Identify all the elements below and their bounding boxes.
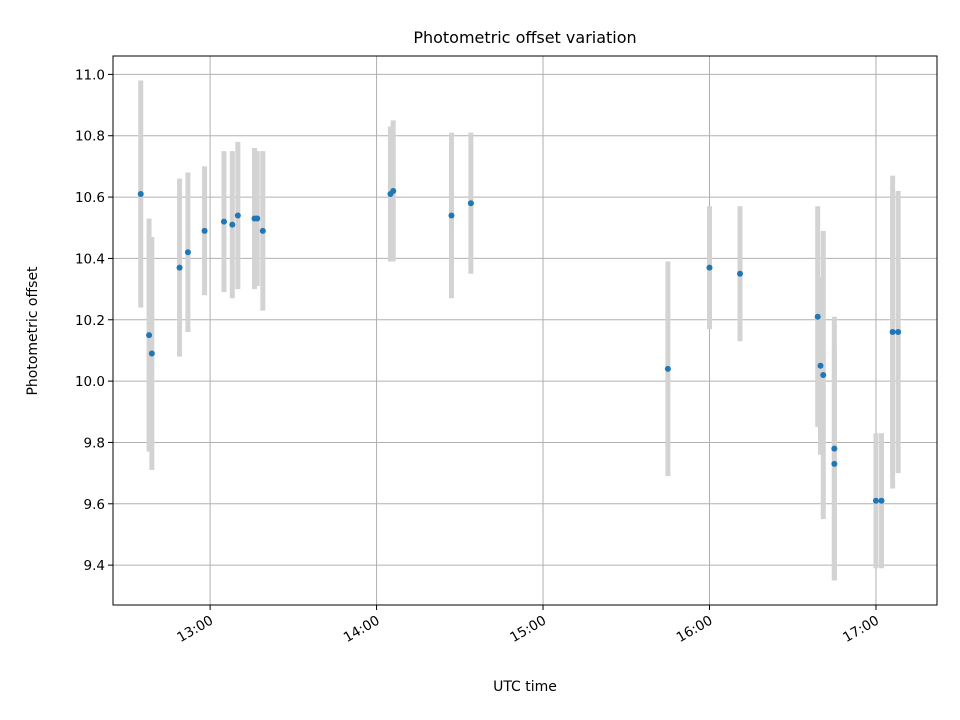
data-point [148, 350, 155, 357]
data-point [814, 313, 821, 320]
data-point [137, 191, 144, 198]
data-point [448, 212, 455, 219]
data-point [259, 227, 266, 234]
data-point [201, 227, 208, 234]
data-point [737, 270, 744, 277]
data-point [889, 329, 896, 336]
y-tick-label: 9.4 [84, 558, 105, 574]
data-point [390, 187, 397, 194]
data-point [820, 371, 827, 378]
chart-title: Photometric offset variation [413, 28, 636, 47]
data-point [467, 200, 474, 207]
y-tick-label: 10.0 [75, 374, 105, 390]
y-tick-label: 11.0 [75, 67, 105, 83]
data-point [878, 497, 885, 504]
data-point [831, 460, 838, 467]
data-point [220, 218, 227, 225]
data-point [234, 212, 241, 219]
y-axis: 9.4 9.6 9.8 10.0 10.2 10.4 10.6 10.8 11.0 [75, 67, 113, 574]
data-point [817, 362, 824, 369]
y-tick-label: 10.2 [75, 313, 105, 329]
y-tick-label: 9.8 [84, 435, 105, 451]
data-points [137, 187, 902, 504]
data-point [895, 329, 902, 336]
y-axis-title: Photometric offset [25, 266, 41, 396]
y-tick-label: 10.4 [75, 251, 105, 267]
data-point [706, 264, 713, 271]
data-point [229, 221, 236, 228]
data-point [176, 264, 183, 271]
y-tick-label: 10.8 [75, 129, 105, 145]
data-point [872, 497, 879, 504]
grid [113, 56, 937, 605]
y-tick-label: 10.6 [75, 190, 105, 206]
x-axis-title: UTC time [493, 679, 557, 695]
data-point [254, 215, 261, 222]
data-point [146, 332, 153, 339]
plot-frame [112, 55, 938, 606]
data-point [184, 249, 191, 256]
data-point [664, 365, 671, 372]
data-point [831, 445, 838, 452]
y-tick-label: 9.6 [84, 497, 105, 513]
